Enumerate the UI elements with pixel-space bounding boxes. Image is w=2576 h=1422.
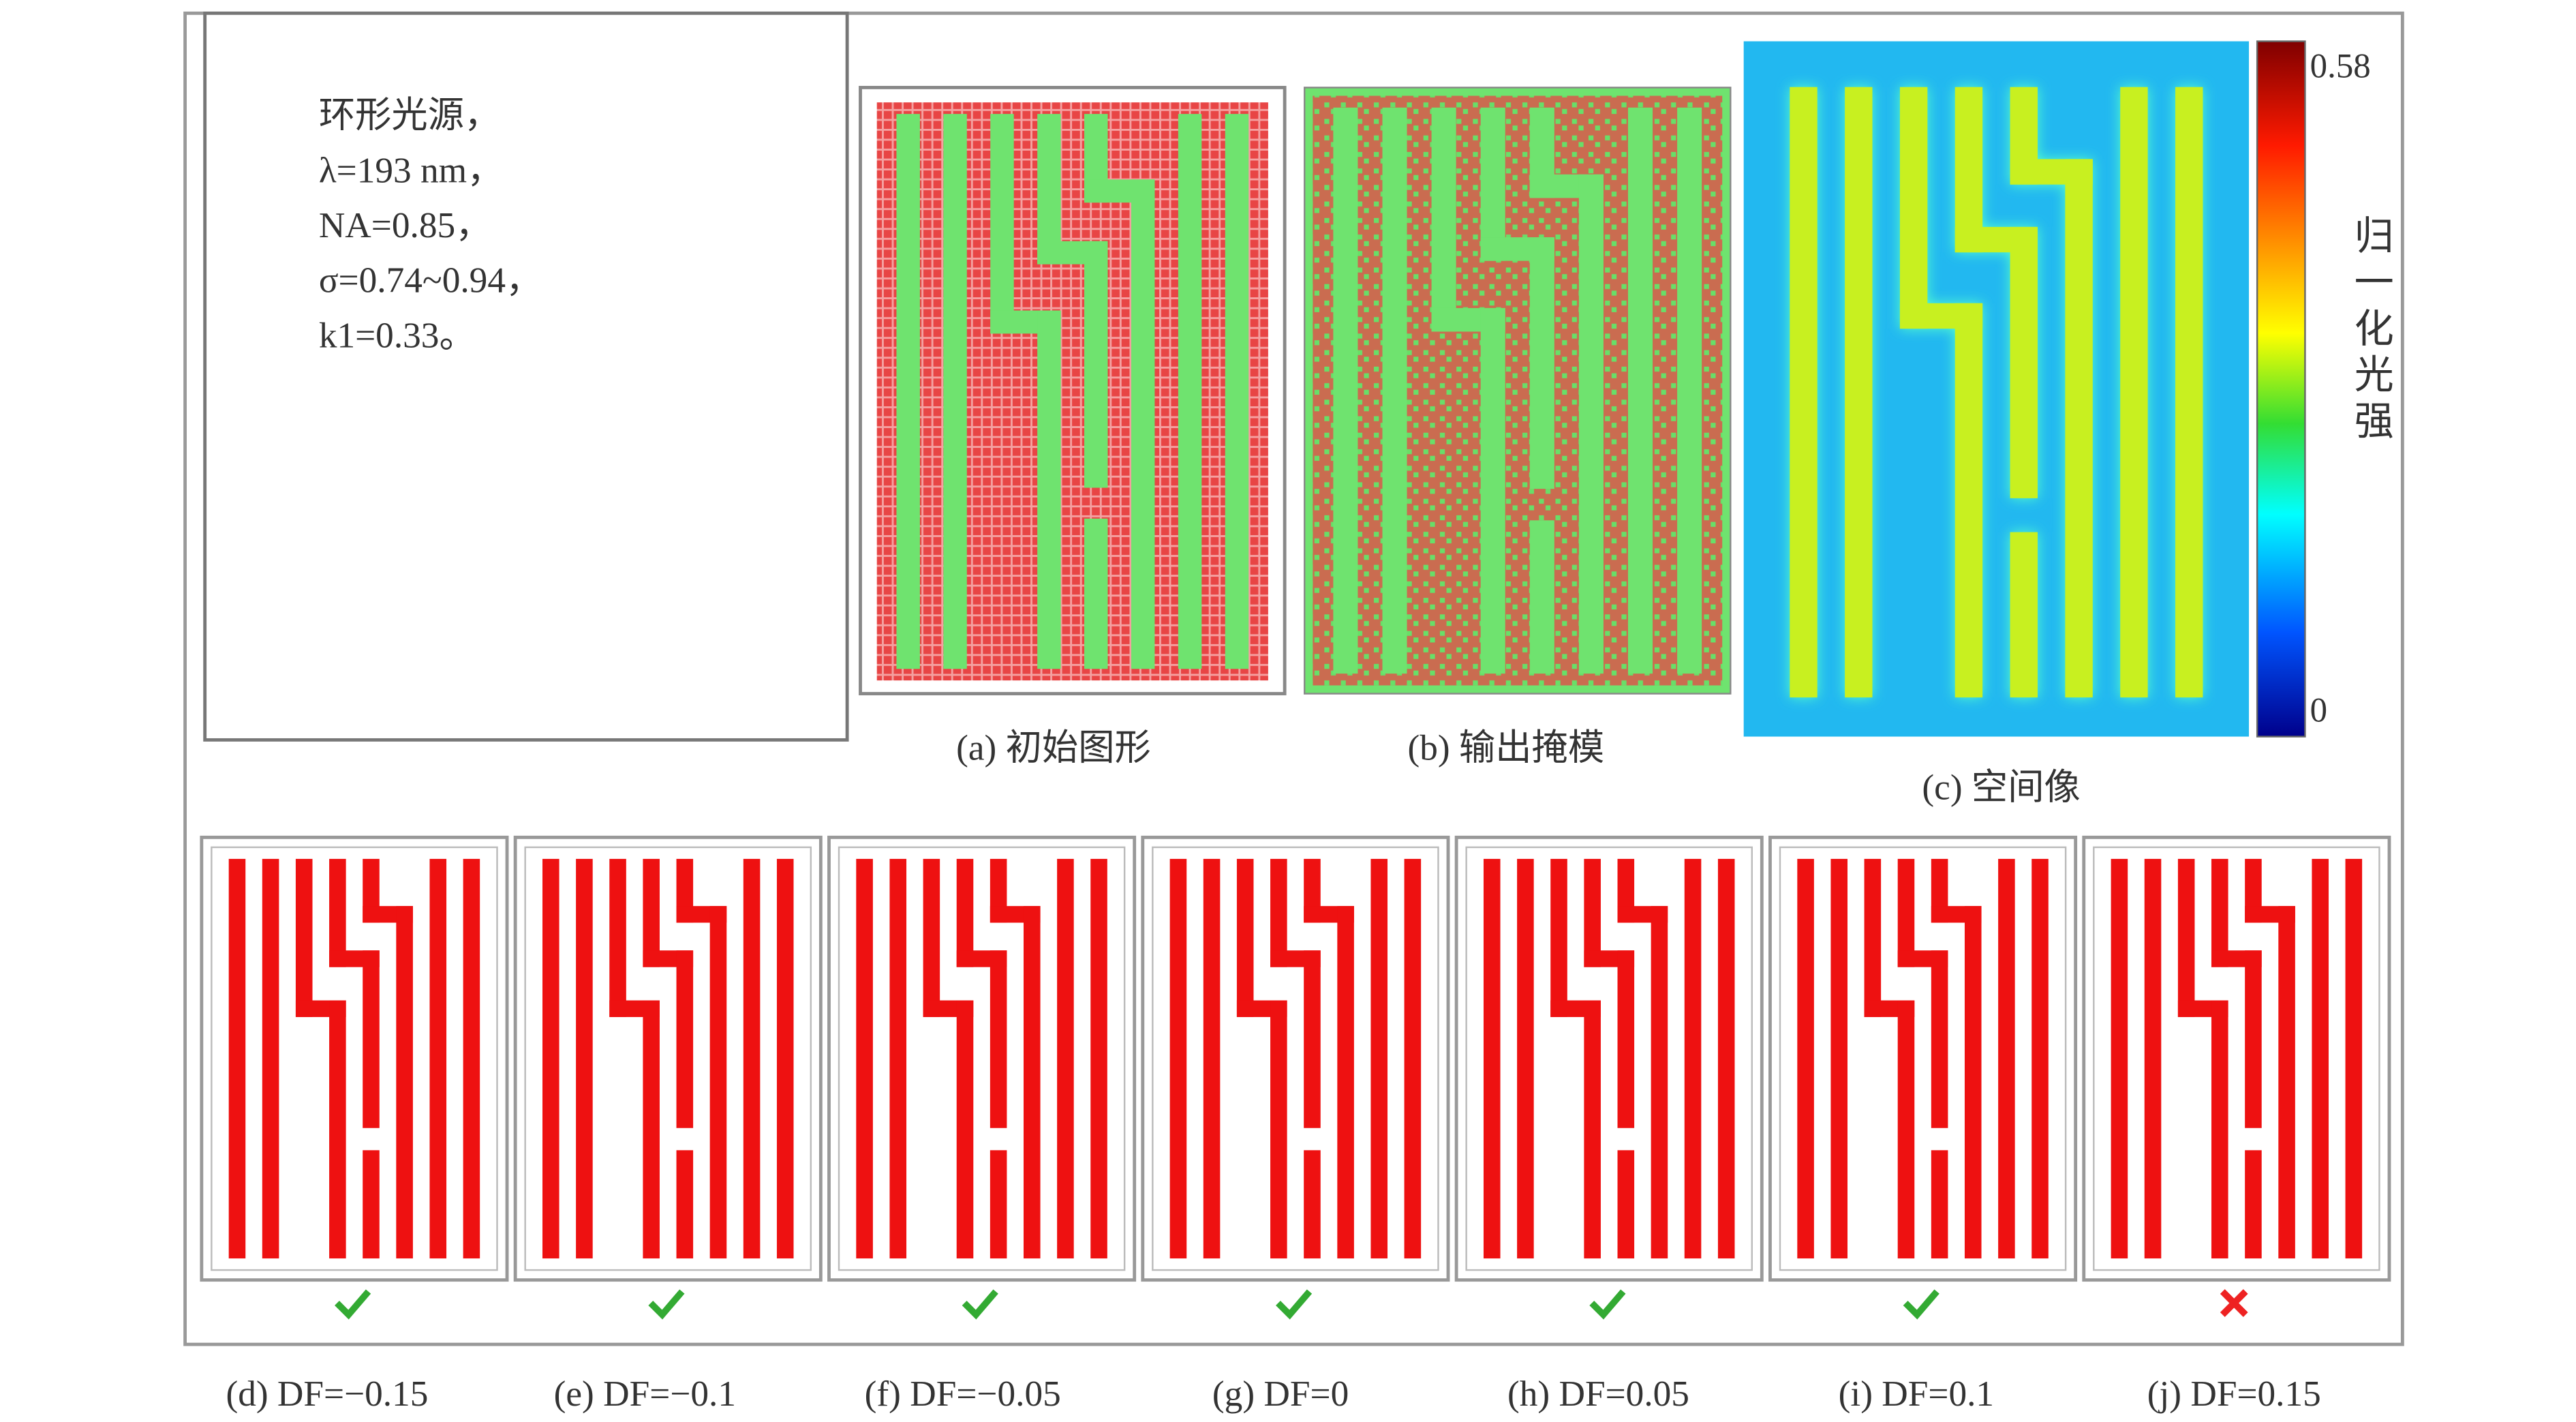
defocus-panel-frame <box>1768 835 2078 1282</box>
parameter-text: 环形光源， λ=193 nm， NA=0.85， σ=0.74~0.94， k1=0.3… <box>319 95 542 356</box>
panel-b-background <box>1313 95 1723 686</box>
defocus-panel-frame <box>1141 835 1450 1282</box>
defocus-panel-inner <box>838 846 1126 1271</box>
defocus-caption: (j) DF=0.15 <box>2147 1374 2321 1414</box>
pass-mark <box>1276 1289 1313 1320</box>
defocus-panel-inner <box>1779 846 2067 1271</box>
parameter-line: NA=0.85， <box>319 205 492 245</box>
defocus-panels: (d) DF=−0.15 (e) DF=−0.1 (f) DF=−0.05 (g) D… <box>200 835 2391 1414</box>
pass-mark <box>648 1289 685 1320</box>
defocus-panel-inner <box>524 846 812 1271</box>
panel-a-background <box>876 102 1268 681</box>
parameter-line: k1=0.33。 <box>319 315 476 355</box>
defocus-panel-frame <box>1454 835 1764 1282</box>
defocus-caption: (f) DF=−0.05 <box>865 1374 1061 1414</box>
defocus-panel-inner <box>211 846 498 1271</box>
panel-c-caption: (c) 空间像 <box>1922 768 2080 808</box>
panel-a-caption: (a) 初始图形 <box>956 728 1151 768</box>
parameter-box <box>203 11 849 742</box>
pass-mark <box>962 1289 998 1320</box>
pass-mark <box>335 1289 371 1320</box>
parameter-line: λ=193 nm， <box>319 150 504 190</box>
defocus-panel-frame <box>200 835 509 1282</box>
defocus-caption: (g) DF=0 <box>1212 1374 1349 1414</box>
defocus-caption: (e) DF=−0.1 <box>554 1374 736 1414</box>
defocus-panel-frame <box>513 835 823 1282</box>
defocus-caption: (h) DF=0.05 <box>1507 1374 1689 1414</box>
panel-b-caption: (b) 输出掩模 <box>1407 728 1604 768</box>
parameter-line: σ=0.74~0.94， <box>319 260 542 301</box>
defocus-caption: (i) DF=0.1 <box>1839 1374 1994 1414</box>
colorbar-min: 0 <box>2310 691 2327 729</box>
fail-mark <box>2220 1289 2248 1317</box>
pass-mark <box>1589 1289 1626 1320</box>
panel-c-background <box>1743 41 2250 737</box>
defocus-panel-inner <box>1465 846 1753 1271</box>
defocus-caption: (d) DF=−0.15 <box>226 1374 428 1414</box>
pass-mark <box>1903 1289 1939 1320</box>
defocus-panel-frame <box>2082 835 2391 1282</box>
outer-frame <box>183 11 2404 1346</box>
colorbar <box>2256 40 2306 738</box>
colorbar-label: 归一化光强 <box>2348 215 2393 446</box>
defocus-panel-inner <box>1152 846 1439 1271</box>
defocus-panel-inner <box>2093 846 2380 1271</box>
colorbar-max: 0.58 <box>2310 47 2371 85</box>
parameter-line: 环形光源， <box>319 95 500 136</box>
defocus-panel-frame <box>827 835 1137 1282</box>
